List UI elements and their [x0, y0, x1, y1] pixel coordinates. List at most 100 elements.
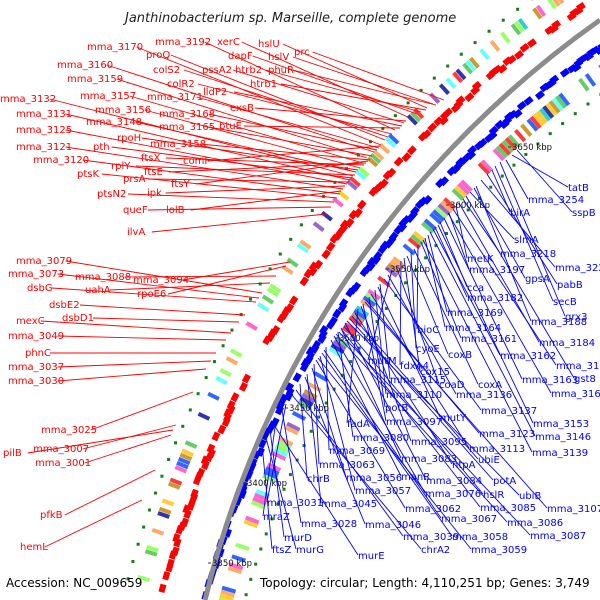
- forward-gene-label: rplY: [111, 161, 131, 172]
- cog-feature-block: [137, 574, 150, 583]
- cog-feature-block: [500, 31, 511, 44]
- cog-feature-block: [402, 243, 416, 256]
- forward-label-line: [147, 178, 350, 183]
- cog-feature-block: [431, 209, 446, 222]
- gc-dot: [393, 114, 397, 118]
- reverse-feature-block: [512, 108, 523, 119]
- reverse-label-line: [323, 349, 442, 519]
- reverse-label-line: [311, 367, 347, 478]
- cog-feature-block: [558, 92, 571, 107]
- cog-feature-block: [227, 566, 243, 575]
- forward-feature-block: [172, 533, 181, 543]
- forward-gene-label: mma_3088: [75, 272, 131, 283]
- forward-label-line: [190, 190, 342, 211]
- forward-label-line: [136, 46, 382, 146]
- forward-feature-block: [230, 392, 240, 403]
- reverse-label-line: [343, 325, 484, 495]
- cog-feature-block: [252, 496, 267, 506]
- reverse-label-line: [346, 320, 520, 496]
- cog-feature-block: [158, 506, 172, 515]
- forward-gene-label: mma_3125: [16, 125, 72, 136]
- reverse-label-line: [338, 331, 531, 536]
- map-title: Janthinobacterium sp. Marseille, complet…: [122, 11, 456, 26]
- cog-feature-block: [343, 322, 358, 334]
- cog-feature-block: [296, 242, 309, 254]
- reverse-label-line: [422, 239, 533, 453]
- gc-dot: [445, 232, 449, 236]
- reverse-gene-label: mma_3169: [447, 308, 503, 319]
- reverse-label-line: [360, 305, 412, 442]
- reverse-label-line: [516, 149, 573, 213]
- reverse-gene-label: mutY: [440, 413, 467, 424]
- cog-feature-block: [157, 511, 170, 519]
- kbp-tick-label: 3350 kbp: [212, 559, 252, 569]
- reverse-label-line: [317, 357, 472, 550]
- kbp-tick-label: 3650 kbp: [512, 143, 552, 153]
- reverse-label-line: [304, 376, 366, 525]
- forward-feature-block: [471, 80, 482, 91]
- forward-gene-label: dapF: [228, 51, 253, 62]
- reverse-label-line: [364, 301, 548, 509]
- reverse-gene-label: potB: [385, 403, 408, 414]
- reverse-feature-block: [422, 194, 433, 205]
- cog-feature-block: [507, 134, 521, 148]
- cog-feature-block: [228, 562, 244, 571]
- reverse-gene-label: mma_3136: [456, 390, 512, 401]
- reverse-label-line: [315, 359, 406, 509]
- reverse-gene-label: mma_3039: [403, 532, 459, 543]
- gc-dot: [512, 163, 516, 167]
- forward-feature-block: [166, 558, 175, 569]
- forward-label-line: [243, 125, 401, 129]
- forward-gene-labels: mma_3170 mma_3192 xerC hslU proQ dapF hslV prc m…: [0, 37, 310, 553]
- cog-feature-block: [438, 83, 450, 95]
- forward-gene-label: colR2: [167, 79, 195, 90]
- reverse-feature-block: [338, 298, 349, 309]
- cog-feature-block: [406, 114, 418, 126]
- forward-label-line: [65, 146, 344, 190]
- reverse-gene-label: mma_3031: [267, 498, 323, 509]
- forward-label-line: [127, 193, 335, 203]
- reverse-label-line: [416, 244, 419, 330]
- forward-label-line: [124, 275, 277, 278]
- reverse-label-line: [368, 296, 386, 408]
- cog-feature-block: [410, 234, 424, 247]
- forward-gene-label: mma_3171: [147, 92, 203, 103]
- forward-label-line: [167, 265, 287, 295]
- reverse-gene-label: coaD: [439, 380, 465, 391]
- forward-feature-block: [421, 129, 432, 140]
- gc-dot: [259, 547, 263, 551]
- forward-feature-block: [288, 295, 299, 306]
- reverse-gene-label: fadA: [347, 419, 370, 430]
- forward-gene-label: htrb1: [250, 79, 277, 90]
- gc-dot: [536, 142, 540, 146]
- reverse-gene-label: mma_3080: [353, 433, 409, 444]
- forward-label-line: [64, 469, 156, 516]
- reverse-gene-label: mma_3058: [452, 532, 508, 543]
- cog-feature-block: [181, 448, 194, 457]
- forward-label-line: [82, 159, 341, 195]
- forward-gene-label: queF: [123, 205, 148, 216]
- forward-gene-label: ftsX: [141, 153, 160, 164]
- forward-feature-block: [356, 199, 367, 210]
- forward-feature-block: [241, 373, 251, 384]
- cog-feature-block: [220, 589, 235, 598]
- cog-feature-block: [550, 0, 561, 7]
- forward-feature-block: [519, 43, 530, 53]
- cog-feature-block: [498, 142, 512, 156]
- kbp-tick-label: 3550 kbp: [390, 265, 430, 275]
- forward-feature-block: [313, 259, 324, 270]
- gc-dot: [561, 122, 565, 126]
- forward-gene-label: proQ: [146, 50, 170, 61]
- reverse-feature-block: [523, 96, 534, 106]
- reverse-label-line: [306, 373, 322, 504]
- gc-dot: [413, 268, 417, 272]
- cog-feature-block: [555, 95, 567, 109]
- forward-feature-block: [406, 145, 417, 156]
- forward-feature-block: [492, 64, 503, 75]
- gc-dot: [302, 444, 306, 448]
- cog-feature-block: [392, 256, 406, 269]
- forward-label-line: [51, 287, 257, 303]
- reverse-label-lines: [261, 149, 575, 556]
- cog-feature-block: [423, 218, 437, 231]
- reverse-gene-label: mma_3069: [329, 446, 385, 457]
